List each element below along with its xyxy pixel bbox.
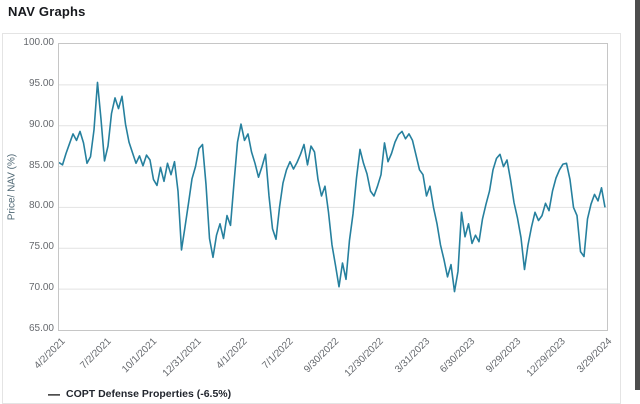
x-tick-label: 12/30/2022 xyxy=(343,336,387,380)
x-tick-label: 9/30/2022 xyxy=(301,336,341,376)
y-tick-label: 65.00 xyxy=(28,323,54,334)
nav-line-chart xyxy=(59,81,607,293)
window-scrollbar-thumb[interactable] xyxy=(635,0,640,390)
y-tick-label: 95.00 xyxy=(28,77,54,89)
y-tick-label: 80.00 xyxy=(28,200,54,212)
page-title: NAV Graphs xyxy=(8,4,86,19)
legend-label: COPT Defense Properties (-6.5%) xyxy=(66,388,232,400)
y-tick-label: 100.00 xyxy=(23,37,54,48)
x-tick-label: 7/1/2022 xyxy=(259,336,296,372)
y-tick-label: 85.00 xyxy=(28,159,54,171)
x-tick-label: 12/31/2021 xyxy=(161,336,205,380)
x-tick-label: 7/2/2021 xyxy=(77,336,114,372)
x-tick-label: 4/2/2021 xyxy=(32,336,68,372)
y-tick-label: 75.00 xyxy=(28,241,54,253)
x-tick-label: 6/30/2023 xyxy=(438,336,478,376)
y-axis-tick-labels: 100.00 95.00 90.00 85.00 80.00 75.00 70.00 65.0… xyxy=(3,38,54,334)
legend-item-copt[interactable]: — COPT Defense Properties (-6.5%) xyxy=(48,386,231,402)
y-tick-label: 90.00 xyxy=(28,118,54,130)
y-tick-label: 70.00 xyxy=(28,282,54,294)
plot-area xyxy=(58,43,608,331)
x-tick-label: 9/29/2023 xyxy=(483,336,523,376)
x-tick-label: 3/31/2023 xyxy=(392,336,432,376)
x-tick-label: 4/1/2022 xyxy=(214,336,250,372)
chart-card: Price/ NAV (%) 100.00 95.00 90.00 85.00 80.0… xyxy=(2,33,621,404)
x-axis-tick-labels: 4/2/2021 7/2/2021 10/1/2021 12/31/2021 4/1/2… xyxy=(32,333,613,380)
x-tick-label: 12/29/2023 xyxy=(525,336,569,380)
legend-line-swatch: — xyxy=(48,387,60,401)
series-line-copt xyxy=(59,81,606,293)
x-tick-label: 3/29/2024 xyxy=(574,336,614,376)
x-tick-label: 10/1/2021 xyxy=(119,336,159,376)
